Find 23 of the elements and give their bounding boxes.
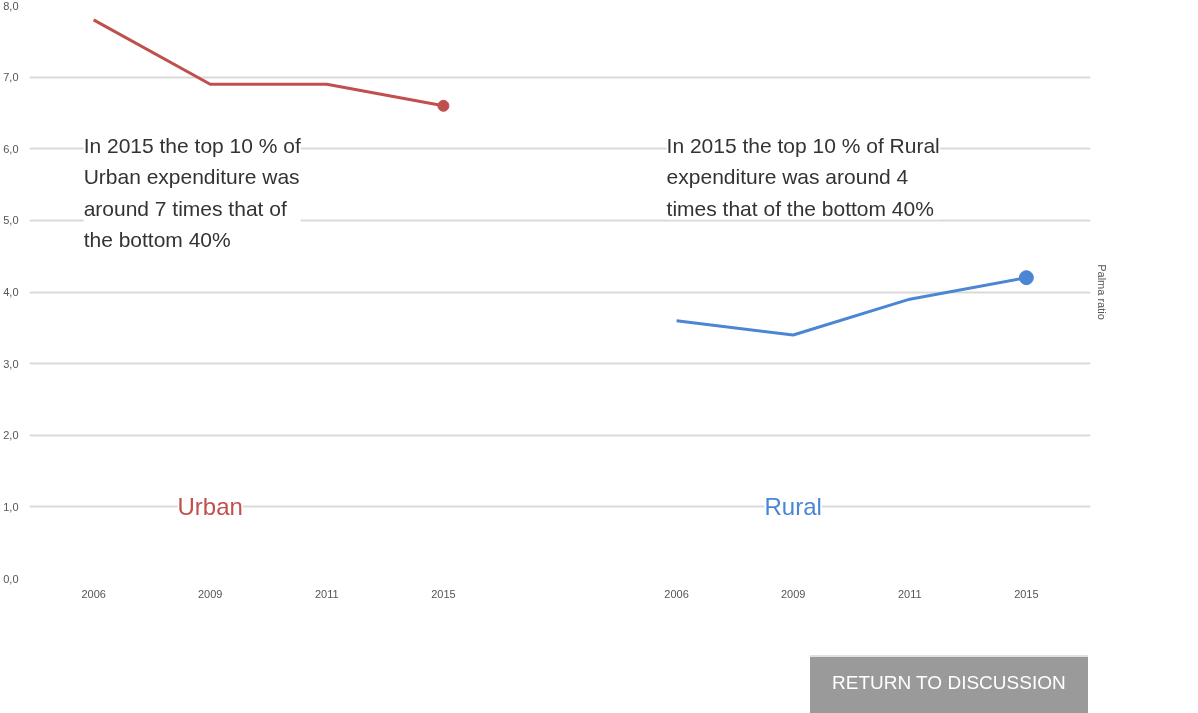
annotation: In 2015 the top 10 % of Rural expenditure was around 4 times that of the bottom 40%	[666, 134, 940, 220]
text: Urban	[177, 493, 243, 521]
x-tick-label: 2006	[81, 587, 106, 600]
y-tick-label: 3,0	[3, 357, 19, 370]
x-tick-label: 2009	[780, 587, 806, 600]
y-tick-label: 7,0	[3, 71, 19, 84]
y-tick-label: 5,0	[3, 214, 19, 227]
x-tick-label: 2011	[897, 587, 922, 600]
y-tick-label: 4,0	[3, 286, 19, 298]
annotation: In 2015 the top 10 % of Urban expenditure was around 7 times that of the bottom 40%	[83, 134, 301, 251]
x-tick-label: 2015	[1014, 587, 1039, 600]
y-axis-title: Palma ratio	[1095, 264, 1108, 320]
x-tick-label: 2015	[431, 587, 456, 600]
x-tick-label: 2006	[664, 587, 689, 600]
text: Rural	[764, 493, 822, 521]
y-tick-label: 0,0	[3, 572, 19, 585]
y-tick-label: 1,0	[3, 500, 19, 513]
x-tick-label: 2009	[197, 587, 223, 600]
y-tick-label: 6,0	[3, 142, 19, 155]
text: RETURN TO DISCUSSION	[832, 671, 1066, 695]
y-tick-label: 2,0	[3, 429, 19, 442]
x-tick-label: 2011	[314, 587, 339, 600]
y-tick-label: 8,0	[3, 0, 19, 12]
